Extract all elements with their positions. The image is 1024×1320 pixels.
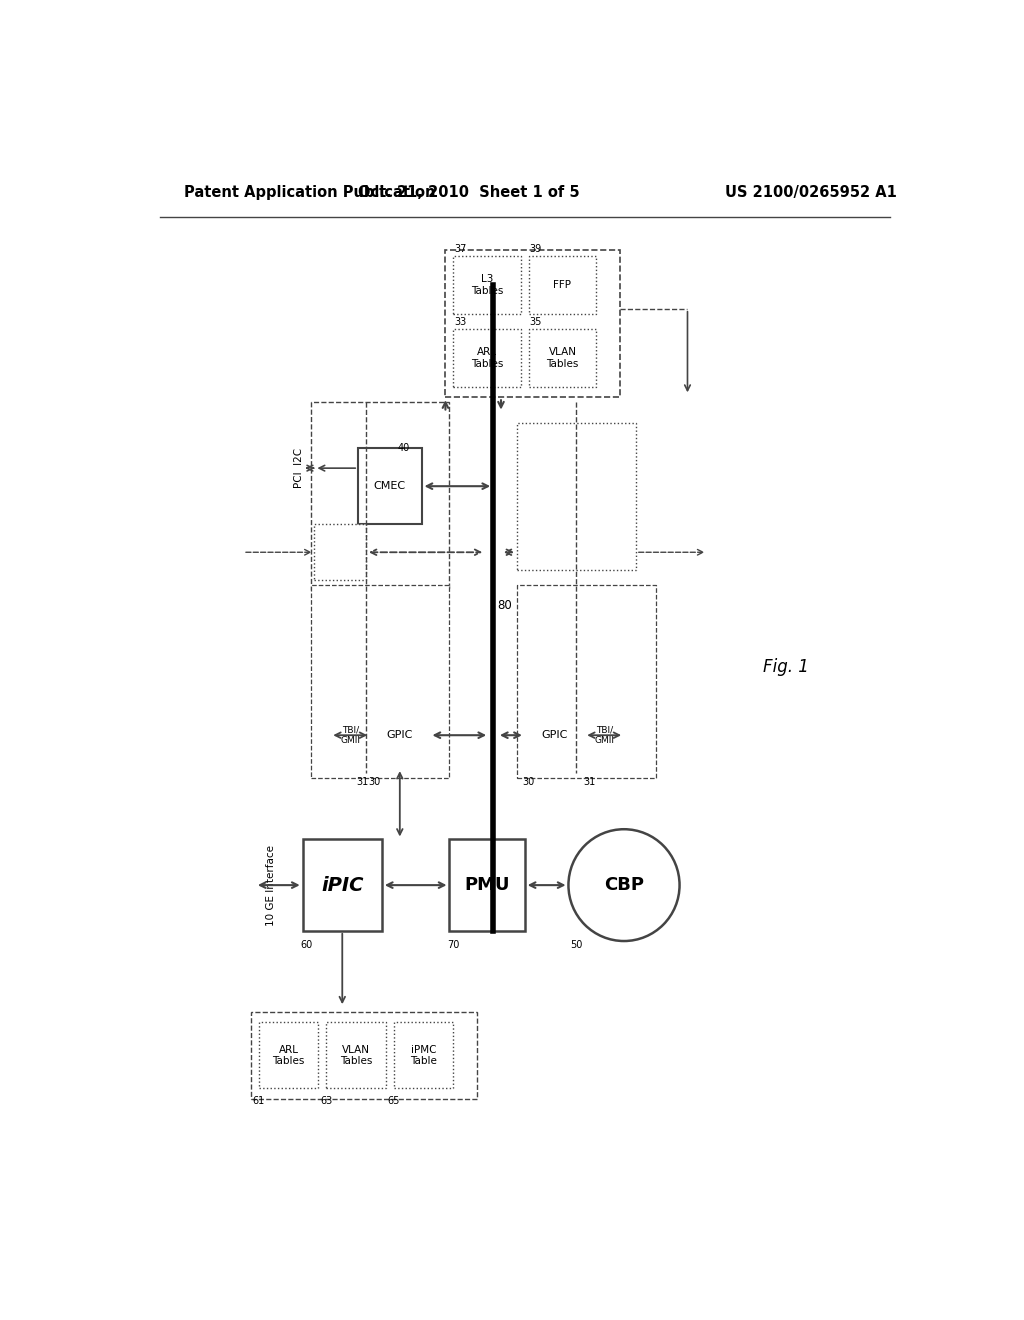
Text: ARL
Tables: ARL Tables [471,347,503,368]
Text: iPMC
Table: iPMC Table [411,1044,437,1067]
Text: 70: 70 [447,940,460,950]
Text: CBP: CBP [604,876,644,894]
Ellipse shape [568,829,680,941]
Text: US 2100/0265952 A1: US 2100/0265952 A1 [725,185,896,201]
Text: 35: 35 [529,317,542,327]
Text: ARL
Tables: ARL Tables [272,1044,305,1067]
Text: 80: 80 [497,599,512,612]
Text: VLAN
Tables: VLAN Tables [547,347,579,368]
Bar [310,585,450,779]
Bar [524,702,585,768]
Text: 30: 30 [522,777,535,788]
Text: 33: 33 [455,317,466,327]
Text: iPIC: iPIC [322,875,364,895]
Text: VLAN
Tables: VLAN Tables [340,1044,373,1067]
Bar [303,840,382,931]
Bar [517,585,655,779]
Text: TBI/
GMII: TBI/ GMII [340,726,360,744]
Text: 61: 61 [253,1096,265,1106]
Text: FFP: FFP [554,280,571,290]
Text: 40: 40 [397,444,410,453]
Bar [450,840,524,931]
Text: 31: 31 [584,777,596,788]
Text: TBI/
GMII: TBI/ GMII [594,726,614,744]
Text: PCI  I2C: PCI I2C [294,447,304,488]
Bar [251,1012,477,1098]
Text: 30: 30 [368,777,380,788]
Text: 39: 39 [529,244,542,253]
Bar [454,256,521,314]
Text: PMU: PMU [464,876,510,894]
Bar [394,1022,454,1089]
Text: 50: 50 [570,940,583,950]
Bar [517,422,636,570]
Text: Patent Application Publication: Patent Application Publication [183,185,435,201]
Bar [310,403,450,590]
Text: 31: 31 [356,777,369,788]
Text: L3
Tables: L3 Tables [471,275,503,296]
Text: GPIC: GPIC [387,730,413,741]
Bar [370,702,430,768]
Text: 60: 60 [300,940,312,950]
Bar [528,329,596,387]
Text: Oct. 21, 2010  Sheet 1 of 5: Oct. 21, 2010 Sheet 1 of 5 [358,185,580,201]
Text: 65: 65 [388,1096,400,1106]
Bar [528,256,596,314]
Text: 63: 63 [321,1096,333,1106]
Bar [327,1022,386,1089]
Bar [454,329,521,387]
Text: 10 GE Interface: 10 GE Interface [266,845,275,925]
Text: GPIC: GPIC [542,730,567,741]
Text: CMEC: CMEC [374,482,406,491]
Bar [445,249,621,397]
Bar [314,524,367,581]
Bar [259,1022,318,1089]
Text: 37: 37 [455,244,467,253]
Bar [358,447,422,524]
Text: Fig. 1: Fig. 1 [763,657,809,676]
